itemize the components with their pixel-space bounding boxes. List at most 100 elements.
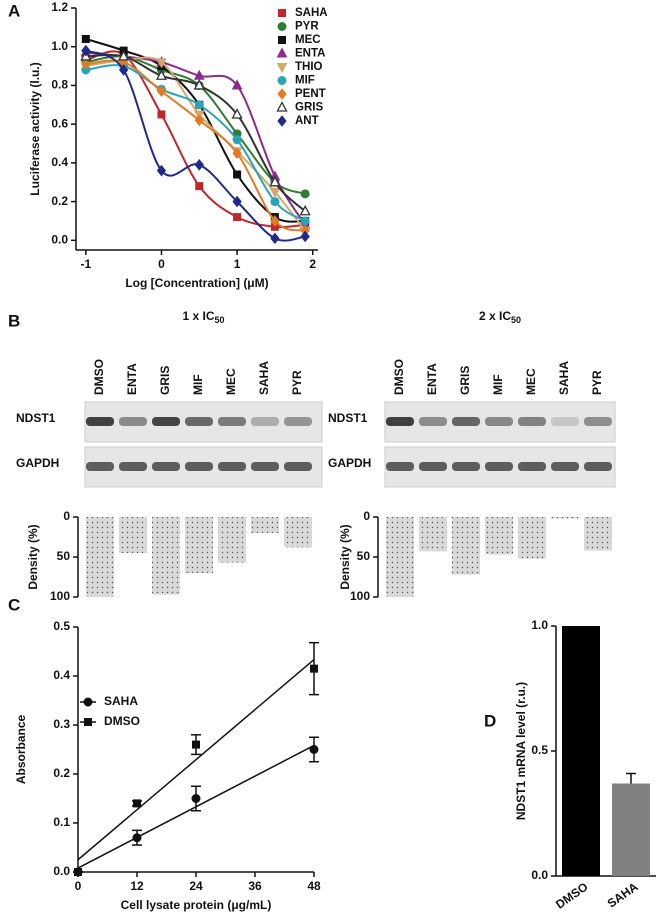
- marker: [300, 189, 310, 199]
- y-tick-label: 100: [350, 589, 370, 603]
- blot-row-label: NDST1: [328, 411, 368, 425]
- x-tick-label: 2: [309, 257, 316, 271]
- panel-label: C: [8, 595, 20, 614]
- marker: [191, 794, 201, 803]
- bar-texture: [151, 517, 181, 595]
- x-tick-label: -1: [80, 257, 91, 271]
- marker: [194, 100, 204, 110]
- marker: [269, 187, 281, 198]
- marker: [231, 79, 243, 90]
- y-tick-label: 50: [357, 549, 371, 563]
- y-tick-label: 1.2: [51, 0, 68, 14]
- marker: [192, 740, 200, 749]
- y-tick-label: 0.2: [51, 194, 68, 208]
- marker: [155, 69, 168, 80]
- y-tick-label: 50: [57, 549, 71, 563]
- marker: [193, 79, 205, 90]
- marker: [270, 232, 280, 245]
- x-tick-label: SAHA: [605, 879, 641, 910]
- blot-band: [184, 462, 214, 471]
- blot-strip: [384, 401, 616, 443]
- marker: [233, 170, 242, 179]
- curve: [85, 38, 306, 223]
- legend-label: MIF: [295, 75, 315, 87]
- marker: [81, 58, 91, 70]
- lane-label: SAHA: [257, 361, 271, 395]
- blot-band: [484, 417, 514, 426]
- blot-band: [250, 462, 280, 471]
- lane-label: MEC: [524, 368, 538, 395]
- x-tick-label: 24: [189, 879, 203, 893]
- marker: [81, 34, 90, 43]
- blot-band: [418, 417, 448, 426]
- blot-band: [151, 417, 181, 426]
- blot-band: [385, 417, 415, 426]
- legend-label: SAHA: [295, 7, 328, 19]
- x-tick-label: 12: [130, 879, 144, 893]
- marker: [233, 213, 242, 222]
- marker: [300, 216, 310, 226]
- x-tick-label: DMSO: [553, 880, 591, 912]
- x-tick-label: 0: [158, 257, 165, 271]
- title-subscript: 50: [215, 315, 225, 325]
- marker: [156, 58, 167, 69]
- marker: [118, 50, 130, 61]
- bar: [562, 626, 600, 876]
- fit-line: [77, 658, 315, 861]
- lane-label: MEC: [224, 368, 238, 395]
- title-text: 1 x IC: [182, 309, 214, 323]
- bar-texture: [451, 517, 481, 575]
- blot-title: 1 x IC50: [182, 309, 224, 325]
- blot-band: [451, 417, 481, 426]
- y-tick-label: 0.8: [51, 78, 68, 92]
- marker: [157, 110, 166, 119]
- blot-band: [517, 462, 547, 471]
- marker: [156, 164, 167, 177]
- y-tick-label: 0.4: [53, 668, 70, 682]
- blot-title: 2 x IC50: [479, 309, 521, 325]
- blot-row-label: GAPDH: [328, 456, 371, 470]
- lane-label: MIF: [491, 374, 505, 395]
- legend-label: DMSO: [104, 714, 140, 728]
- y-tick-label: 100: [50, 589, 70, 603]
- y-tick-label: 0.5: [531, 743, 548, 757]
- legend-label: ENTA: [295, 48, 325, 60]
- bar-texture: [550, 517, 580, 519]
- legend-marker: [84, 718, 92, 726]
- y-tick-label: 0: [363, 509, 370, 523]
- bar-texture: [283, 517, 313, 548]
- legend-label: PENT: [295, 88, 326, 100]
- lane-label: GRIS: [158, 366, 172, 395]
- bar-texture: [583, 517, 613, 551]
- blot-band: [583, 462, 613, 471]
- title-text: 2 x IC: [479, 309, 511, 323]
- panel-label: B: [8, 311, 20, 330]
- legend-label: GRIS: [295, 102, 323, 114]
- y-tick-label: 0.1: [53, 815, 70, 829]
- legend-label: PYR: [295, 21, 319, 33]
- blot-band: [85, 462, 115, 471]
- legend-marker: [277, 22, 287, 31]
- blot-band: [283, 417, 313, 426]
- x-tick-label: 1: [234, 257, 241, 271]
- title-subscript: 50: [511, 315, 521, 325]
- marker: [194, 159, 204, 171]
- lane-label: DMSO: [92, 359, 106, 395]
- marker: [194, 114, 204, 127]
- lane-label: ENTA: [125, 363, 139, 395]
- y-tick-label: 0.0: [51, 232, 68, 246]
- legend-marker: [277, 76, 287, 85]
- legend-marker: [278, 36, 286, 44]
- legend-marker: [277, 115, 287, 127]
- marker: [231, 108, 243, 119]
- blot-band: [550, 462, 580, 471]
- bar-texture: [118, 517, 148, 553]
- blot-band: [217, 462, 247, 471]
- blot-band: [85, 417, 115, 426]
- marker: [269, 175, 281, 187]
- lane-label: PYR: [290, 370, 304, 395]
- blot-band: [550, 417, 580, 426]
- marker: [74, 868, 82, 876]
- y-axis-label: NDST1 mRNA level (r.u.): [514, 682, 528, 820]
- blot-band: [583, 417, 613, 426]
